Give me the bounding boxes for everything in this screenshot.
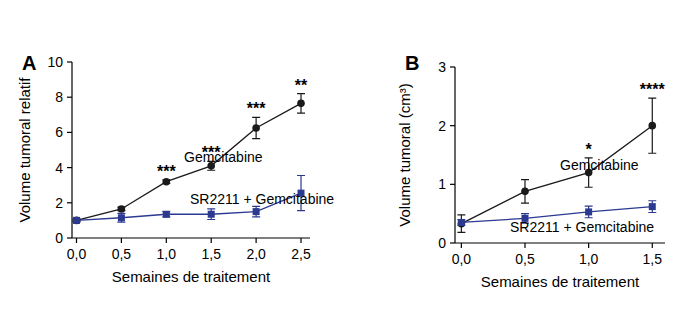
data-point	[297, 100, 305, 108]
x-tick	[300, 238, 301, 243]
error-bar	[648, 98, 656, 153]
y-axis	[71, 62, 72, 238]
data-point	[118, 214, 125, 221]
significance-label: ***	[157, 163, 176, 180]
x-tick	[76, 238, 77, 243]
y-tick-label: 4	[55, 160, 63, 176]
plot-area	[457, 98, 656, 232]
y-tick-label: 0	[438, 235, 446, 251]
data-point	[585, 208, 592, 215]
chart-panel: A 0 2 4 6 8 10 0,0 0,5 1,0 1,5 2,0 2,5 Semaines de tr…	[16, 52, 334, 285]
x-tick-label: 1,0	[157, 246, 177, 262]
y-tick-label: 0	[55, 230, 63, 246]
y-tick-label: 8	[55, 89, 63, 105]
data-point	[208, 211, 215, 218]
chart-panel: B 0 1 2 3 0,0 0,5 1,0 1,5Semaines de traitement V…	[396, 52, 665, 290]
y-tick	[67, 167, 72, 168]
x-tick	[652, 243, 653, 248]
x-tick-label: 1,0	[579, 251, 599, 267]
series-label: SR2211 + Gemcitabine	[510, 219, 654, 235]
data-point	[163, 211, 170, 218]
y-tick	[67, 132, 72, 133]
y-axis-label: Volume tumoral (cm³)	[396, 83, 413, 226]
x-tick	[121, 238, 122, 243]
y-tick	[67, 61, 72, 62]
y-tick	[67, 237, 72, 238]
data-point	[458, 220, 466, 228]
error-bar	[252, 206, 260, 217]
series-label: Gemcitabine	[184, 149, 263, 165]
x-tick	[211, 238, 212, 243]
x-tick-label: 2,0	[246, 246, 266, 262]
figure: A02468100,00,51,01,52,02,5Semaines de tr…	[0, 0, 700, 319]
y-tick	[67, 202, 72, 203]
x-tick-label: 0,5	[515, 251, 535, 267]
x-tick	[166, 238, 167, 243]
y-tick	[450, 66, 455, 67]
y-axis	[454, 67, 455, 243]
data-point	[73, 217, 80, 224]
x-tick	[461, 243, 462, 248]
y-tick-label: 3	[438, 59, 446, 75]
error-bar	[207, 209, 215, 220]
data-point	[73, 217, 81, 225]
x-tick-label: 1,5	[201, 246, 221, 262]
y-tick-label: 1	[438, 176, 446, 192]
x-tick-label: 0,0	[452, 251, 472, 267]
error-bar	[457, 215, 465, 233]
error-bar	[252, 117, 260, 138]
y-axis-label: Volume tumoral relatif	[16, 77, 33, 223]
panel-label: B	[405, 52, 419, 74]
data-point	[118, 205, 126, 213]
y-tick-label: 6	[55, 124, 63, 140]
data-point	[521, 188, 529, 196]
x-tick	[256, 238, 257, 243]
data-point	[253, 208, 260, 215]
data-point	[649, 203, 656, 210]
x-tick	[588, 243, 589, 248]
series-label: SR2211 + Gemcitabine	[190, 191, 334, 207]
series-line	[461, 126, 652, 224]
x-axis-label: Semaines de traitement	[112, 268, 271, 285]
data-point	[648, 122, 656, 130]
significance-label: *	[586, 141, 593, 158]
error-bar	[162, 212, 170, 217]
x-tick	[524, 243, 525, 248]
y-tick-label: 10	[47, 54, 63, 70]
significance-label: ***	[247, 100, 266, 117]
x-tick-label: 2,5	[291, 246, 311, 262]
x-tick-label: 0,0	[67, 246, 87, 262]
significance-label: ****	[640, 81, 666, 98]
x-tick-label: 1,5	[643, 251, 663, 267]
x-axis	[72, 237, 310, 238]
y-tick-label: 2	[438, 118, 446, 134]
error-bar	[648, 201, 656, 213]
significance-label: **	[295, 77, 308, 94]
x-tick-label: 0,5	[112, 246, 132, 262]
y-tick	[450, 242, 455, 243]
y-tick	[450, 125, 455, 126]
error-bar	[297, 94, 305, 113]
error-bar	[457, 220, 465, 226]
significance-label: ***	[202, 144, 221, 161]
data-point	[458, 219, 465, 226]
x-axis-label: Semaines de traitement	[481, 273, 640, 290]
y-tick	[67, 97, 72, 98]
y-tick-label: 2	[55, 195, 63, 211]
error-bar	[521, 180, 529, 203]
data-point	[252, 124, 260, 132]
panel-label: A	[22, 52, 36, 74]
y-tick	[450, 184, 455, 185]
error-bar	[585, 206, 593, 218]
series-label: Gemcitabine	[560, 157, 639, 173]
error-bar	[117, 213, 125, 222]
x-axis	[455, 242, 665, 243]
